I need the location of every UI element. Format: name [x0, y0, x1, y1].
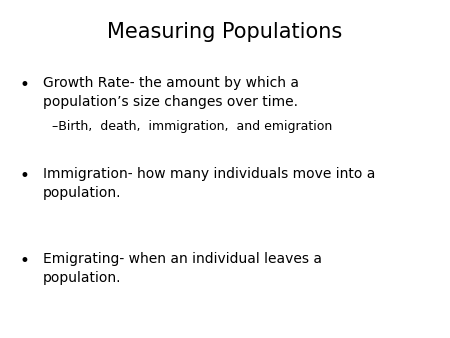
Text: Growth Rate- the amount by which a
population’s size changes over time.: Growth Rate- the amount by which a popul… [43, 76, 299, 109]
Text: Emigrating- when an individual leaves a
population.: Emigrating- when an individual leaves a … [43, 252, 322, 285]
Text: Immigration- how many individuals move into a
population.: Immigration- how many individuals move i… [43, 167, 375, 200]
Text: •: • [20, 76, 30, 94]
Text: •: • [20, 167, 30, 185]
Text: •: • [20, 252, 30, 270]
Text: –Birth,  death,  immigration,  and emigration: –Birth, death, immigration, and emigrati… [52, 120, 332, 133]
Text: Measuring Populations: Measuring Populations [108, 22, 342, 42]
